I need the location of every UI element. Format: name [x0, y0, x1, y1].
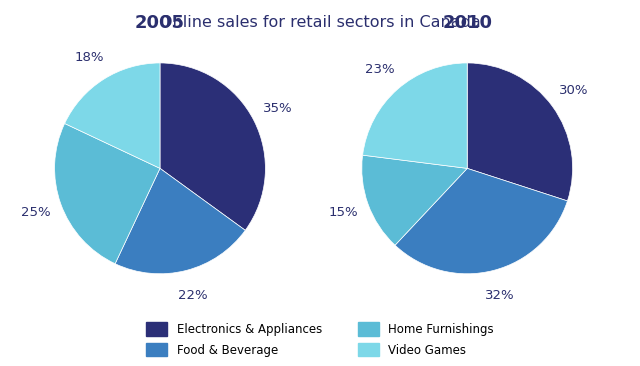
- Text: 35%: 35%: [262, 102, 292, 115]
- Wedge shape: [362, 155, 467, 245]
- Text: Online sales for retail sectors in Canada: Online sales for retail sectors in Canad…: [159, 15, 481, 30]
- Wedge shape: [115, 168, 245, 274]
- Wedge shape: [467, 63, 573, 201]
- Wedge shape: [395, 168, 568, 274]
- Title: 2010: 2010: [442, 14, 492, 32]
- Text: 23%: 23%: [365, 63, 395, 76]
- Wedge shape: [160, 63, 266, 230]
- Wedge shape: [65, 63, 160, 168]
- Text: 32%: 32%: [485, 290, 515, 302]
- Text: 30%: 30%: [559, 85, 589, 97]
- Text: 25%: 25%: [21, 206, 51, 220]
- Text: 15%: 15%: [328, 206, 358, 220]
- Wedge shape: [54, 123, 160, 264]
- Text: 18%: 18%: [75, 51, 104, 64]
- Title: 2005: 2005: [135, 14, 185, 32]
- Text: 22%: 22%: [178, 290, 207, 302]
- Wedge shape: [363, 63, 467, 168]
- Legend: Electronics & Appliances, Food & Beverage, Home Furnishings, Video Games: Electronics & Appliances, Food & Beverag…: [143, 318, 497, 360]
